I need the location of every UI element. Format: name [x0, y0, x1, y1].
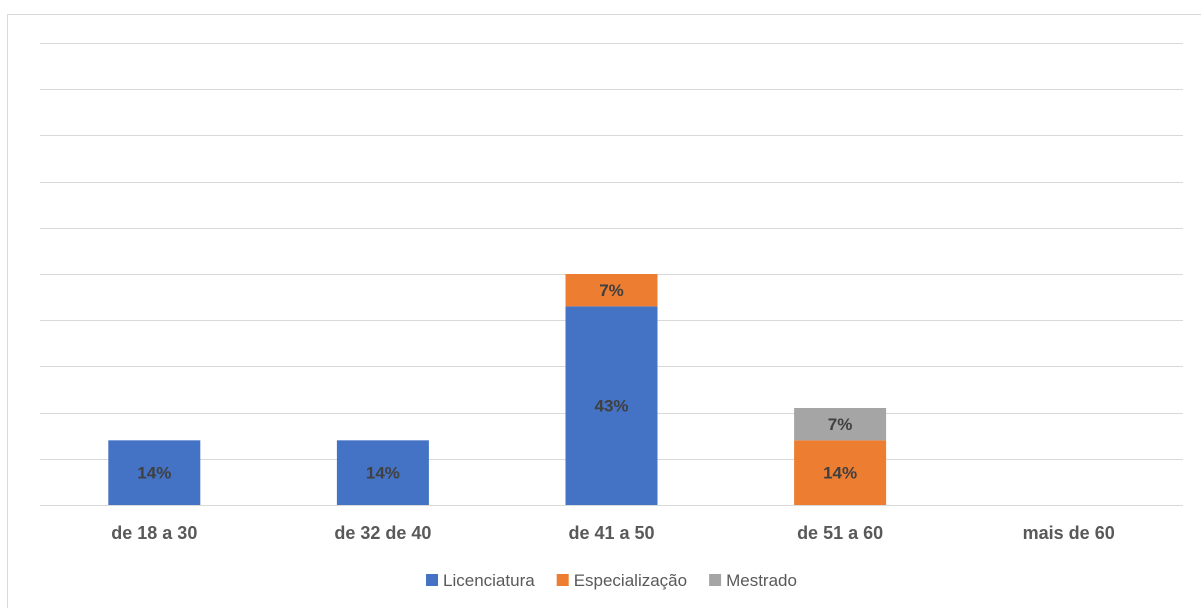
bar-segment	[108, 440, 201, 505]
legend-label: Especialização	[574, 571, 687, 590]
data-label: 43%	[594, 397, 628, 416]
bar-segment	[794, 440, 887, 505]
legend: Licenciatura Especialização Mestrado	[426, 571, 797, 590]
x-axis-tick-labels: de 18 a 30 de 32 de 40 de 41 a 50 de 51 a 6…	[111, 523, 1114, 543]
bar-segment	[565, 306, 658, 505]
data-label: 7%	[599, 281, 624, 300]
legend-label: Mestrado	[726, 571, 797, 590]
legend-swatch	[556, 574, 569, 586]
data-label: 14%	[137, 464, 171, 483]
bar-segment	[565, 274, 658, 307]
x-tick-label: de 41 a 50	[568, 523, 654, 543]
x-tick-label: de 32 de 40	[334, 523, 431, 543]
data-label: 14%	[823, 464, 857, 483]
data-label: 14%	[366, 464, 400, 483]
data-labels: 14% 14% 43% 7% 14% 7%	[137, 281, 857, 482]
bar-segment	[336, 440, 429, 505]
x-tick-label: de 18 a 30	[111, 523, 197, 543]
x-tick-label: mais de 60	[1023, 523, 1115, 543]
legend-label: Licenciatura	[443, 571, 535, 590]
legend-swatch	[709, 574, 722, 586]
bar-segment	[794, 407, 887, 441]
bars	[108, 274, 887, 505]
data-label: 7%	[828, 415, 853, 434]
legend-swatch	[426, 574, 439, 586]
x-tick-label: de 51 a 60	[797, 523, 883, 543]
